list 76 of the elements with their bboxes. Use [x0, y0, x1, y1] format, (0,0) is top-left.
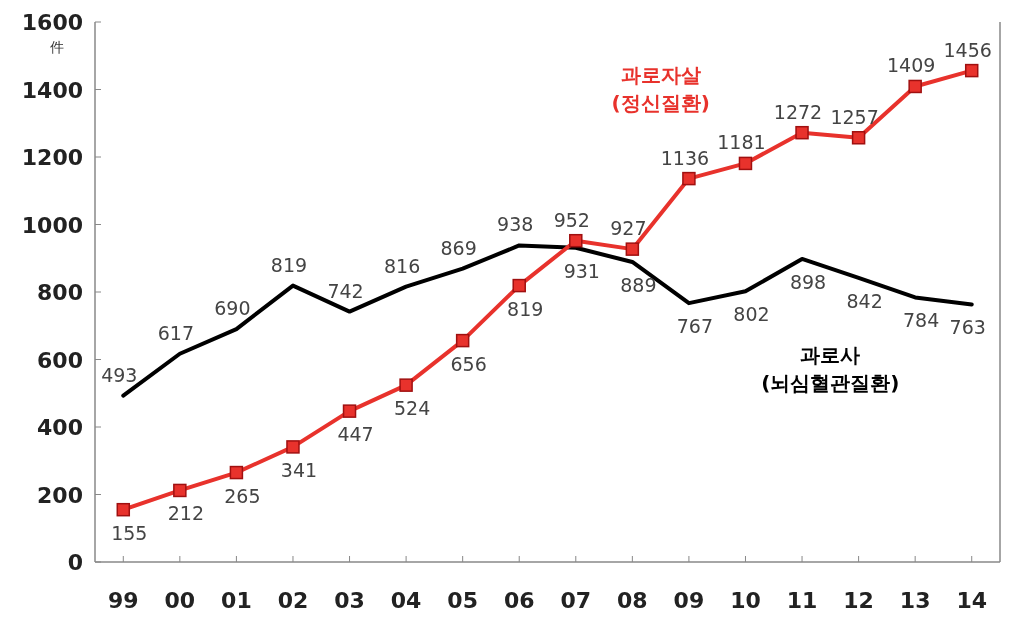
data-label: 842	[846, 289, 883, 312]
data-label: 447	[337, 423, 374, 446]
point	[229, 465, 244, 480]
y-tick-label: 1600	[21, 10, 83, 35]
x-tick-label: 09	[673, 588, 705, 613]
y-tick-label: 1200	[21, 145, 83, 170]
data-label: 155	[111, 521, 148, 544]
data-label: 802	[733, 303, 770, 326]
y-tick-label: 800	[37, 280, 83, 305]
data-label: 784	[903, 309, 940, 332]
data-label: 1136	[660, 146, 710, 169]
x-tick-label: 11	[786, 588, 818, 613]
x-tick-label: 10	[730, 588, 761, 613]
point	[569, 233, 583, 248]
point	[342, 404, 357, 418]
point	[286, 440, 300, 454]
data-label: 341	[280, 458, 318, 481]
text: 과로자살 (정신질환)	[611, 63, 710, 115]
data-label: 931	[563, 259, 600, 282]
x-tick-label: 04	[390, 588, 422, 613]
data-label: 1181	[717, 131, 766, 154]
data-label: 617	[157, 321, 194, 344]
y-tick-label: 0	[67, 550, 83, 575]
point	[116, 502, 131, 517]
point	[908, 79, 922, 94]
text: 과로사 (뇌심혈관질환)	[761, 343, 900, 396]
point	[512, 278, 526, 293]
y-tick-label: 1000	[21, 212, 83, 238]
data-label: 212	[167, 502, 204, 525]
point	[738, 156, 753, 171]
data-label: 493	[101, 363, 138, 386]
point	[682, 171, 696, 186]
data-label: 819	[270, 253, 308, 276]
point	[795, 125, 809, 140]
data-label: 742	[327, 279, 364, 302]
point	[851, 131, 866, 145]
data-label: 898	[789, 270, 827, 293]
x-tick-label: 99	[107, 588, 139, 613]
point	[964, 63, 979, 78]
data-label: 767	[676, 315, 714, 338]
data-label: 869	[440, 236, 477, 259]
x-tick-label: 05	[447, 588, 478, 613]
data-label: 1409	[886, 54, 936, 77]
data-label: 656	[450, 352, 487, 375]
x-tick-label: 06	[503, 588, 535, 613]
y-tick-label: 1400	[21, 77, 83, 103]
y-axis-title: 件	[50, 39, 64, 55]
x-tick-label: 02	[277, 588, 309, 613]
x-tick-label: 07	[560, 588, 592, 613]
y-tick-label: 600	[37, 347, 83, 373]
data-label: 952	[553, 208, 590, 231]
point	[399, 378, 413, 392]
data-label: 763	[949, 316, 986, 339]
data-label: 690	[214, 297, 251, 320]
point	[625, 242, 640, 256]
data-label: 1272	[773, 100, 823, 123]
x-tick-label: 14	[956, 588, 988, 613]
data-label: 265	[224, 484, 261, 507]
x-tick-label: 00	[164, 588, 196, 613]
data-label: 816	[383, 254, 421, 277]
data-label: 819	[507, 297, 544, 320]
point	[173, 483, 187, 498]
x-tick-label: 01	[221, 588, 252, 613]
point	[455, 333, 470, 348]
x-tick-label: 12	[843, 588, 874, 613]
data-label: 1257	[830, 105, 879, 128]
data-label: 524	[393, 397, 431, 420]
x-tick-label: 13	[899, 588, 931, 613]
data-label: 1456	[943, 38, 992, 61]
data-label: 889	[620, 273, 657, 296]
data-label: 938	[497, 213, 534, 236]
y-tick-label: 400	[37, 415, 83, 440]
x-tick-label: 08	[617, 588, 648, 613]
y-tick-label: 200	[37, 482, 83, 508]
data-label: 927	[610, 217, 647, 240]
x-tick-label: 03	[334, 588, 365, 613]
